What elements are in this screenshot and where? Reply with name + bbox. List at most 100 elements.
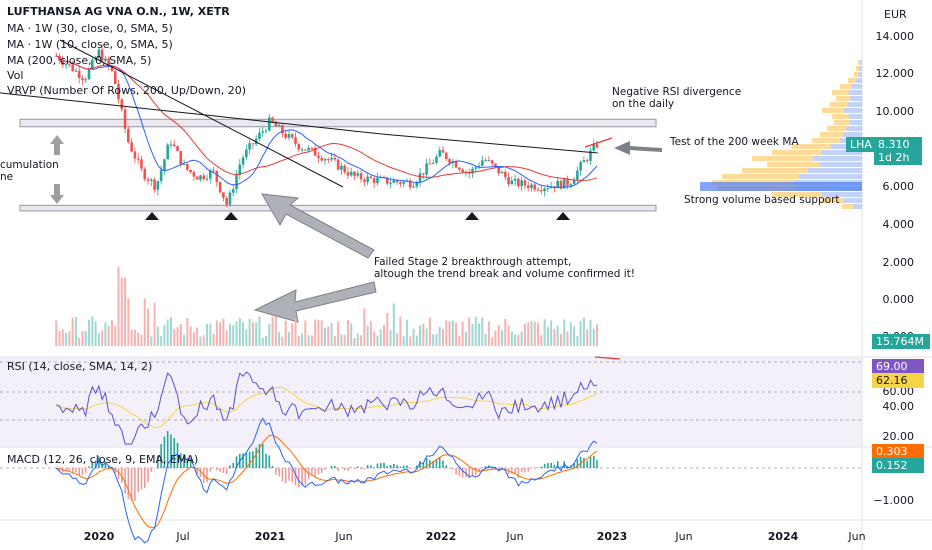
rsi-tick: 20.00: [882, 430, 915, 443]
candle-body: [556, 180, 560, 189]
macd-hist-bar: [160, 444, 162, 468]
volume-bar: [405, 319, 408, 346]
legend-vrvp[interactable]: VRVP (Number Of Rows, 200, Up/Down, 20): [7, 84, 247, 97]
macd-hist-bar: [265, 453, 267, 468]
macd-hist-bar: [530, 467, 533, 468]
candle-body: [323, 159, 327, 161]
macd-hist-bar: [209, 468, 212, 472]
volume-bar: [376, 335, 379, 346]
macd-hist-bar: [311, 468, 313, 476]
volume-bar: [461, 321, 464, 346]
candle-body: [510, 180, 514, 185]
volume-bar: [156, 326, 159, 346]
volume-bar: [61, 329, 64, 346]
macd-title[interactable]: MACD (12, 26, close, 9, EMA, EMA): [7, 453, 199, 466]
volume-bar: [147, 308, 150, 346]
volume-bar: [573, 326, 576, 346]
candle-body: [192, 172, 196, 177]
macd-hist-bar: [589, 456, 592, 468]
volume-bar: [389, 330, 392, 346]
macd-signal-line: [56, 434, 598, 529]
candle-body: [595, 144, 599, 148]
candle-body: [474, 167, 478, 169]
volume-bar: [510, 331, 513, 346]
candle-body: [490, 160, 494, 164]
legend-ma200[interactable]: MA (200, close, 0, SMA, 5): [7, 54, 152, 67]
candle-body: [100, 49, 104, 61]
vrvp-bar-up: [742, 168, 808, 173]
volume-bar: [484, 333, 487, 346]
candle-body: [74, 70, 78, 72]
macd-hist-bar: [383, 462, 385, 468]
volume-bar: [409, 336, 412, 346]
volume-bar: [451, 320, 454, 346]
candle-body: [153, 179, 156, 190]
macd-hist-bar: [330, 465, 333, 468]
volume-bar: [65, 332, 68, 346]
volume-bar: [101, 330, 104, 346]
macd-hist-bar: [455, 468, 457, 475]
volume-bar: [68, 331, 71, 346]
ticker-tag: LHA: [846, 137, 876, 152]
macd-hist-bar: [176, 442, 179, 468]
candle-body: [369, 176, 373, 179]
volume-bar: [304, 320, 307, 346]
legend-vol[interactable]: Vol: [7, 69, 24, 82]
volume-bar: [507, 325, 510, 346]
candle-body: [412, 186, 415, 188]
volume-bar: [396, 333, 399, 346]
macd-hist-bar: [402, 465, 405, 468]
macd-hist-bar: [297, 468, 300, 488]
candle-body: [251, 143, 255, 145]
volume-bar: [81, 331, 84, 346]
macd-hist-bar: [248, 451, 251, 468]
candle-body: [313, 147, 317, 156]
rsi-title[interactable]: RSI (14, close, SMA, 14, 2): [7, 360, 153, 373]
candle-body: [130, 142, 133, 152]
macd-hist-bar: [448, 468, 451, 469]
macd-hist-bar: [258, 444, 261, 468]
candle-body: [353, 171, 356, 176]
x-tick: Jun: [675, 530, 693, 543]
legend-ma10[interactable]: MA · 1W (10, close, 0, SMA, 5): [7, 38, 173, 51]
volume-bar: [481, 317, 484, 346]
macd-hist-bar: [114, 468, 117, 474]
legend-ma30[interactable]: MA · 1W (30, close, 0, SMA, 5): [7, 22, 173, 35]
x-tick: Jun: [506, 530, 524, 543]
macd-hist-bar: [435, 458, 438, 468]
macd-hist-bar: [337, 468, 339, 472]
countdown-tag: 1d 2h: [874, 150, 922, 165]
candle-body: [569, 184, 573, 186]
candle-body: [356, 173, 360, 176]
macd-hist-bar: [379, 462, 382, 468]
candle-body: [208, 170, 212, 179]
macd-hist-bar: [304, 468, 307, 485]
macd-hist-bar: [497, 468, 500, 470]
price-tick: 2.000: [882, 256, 915, 269]
macd-hist-bar: [261, 443, 264, 468]
volume-bar: [71, 317, 74, 346]
candle-body: [435, 156, 438, 163]
price-tick: 10.000: [875, 105, 915, 118]
macd-hist-bar: [543, 463, 546, 468]
rsi-ma-tag: 62.16: [872, 373, 924, 388]
candle-body: [156, 181, 160, 190]
volume-bar: [199, 336, 202, 346]
volume-bar: [186, 317, 189, 346]
candle-body: [503, 172, 507, 177]
volume-bar: [117, 266, 120, 346]
candle-body: [392, 180, 396, 183]
volume-bar: [242, 322, 245, 346]
volume-bar: [183, 334, 186, 346]
candle-body: [507, 176, 510, 185]
divergence-line-rsi: [594, 356, 621, 360]
candle-body: [372, 178, 376, 184]
macd-hist-bar: [147, 468, 149, 483]
volume-bar: [553, 328, 556, 346]
candle-body: [481, 160, 484, 166]
annotation-neg-rsi-2: on the daily: [612, 98, 675, 110]
volume-bar: [579, 320, 582, 346]
candle-body: [261, 131, 265, 133]
macd-hist-bar: [438, 457, 441, 468]
